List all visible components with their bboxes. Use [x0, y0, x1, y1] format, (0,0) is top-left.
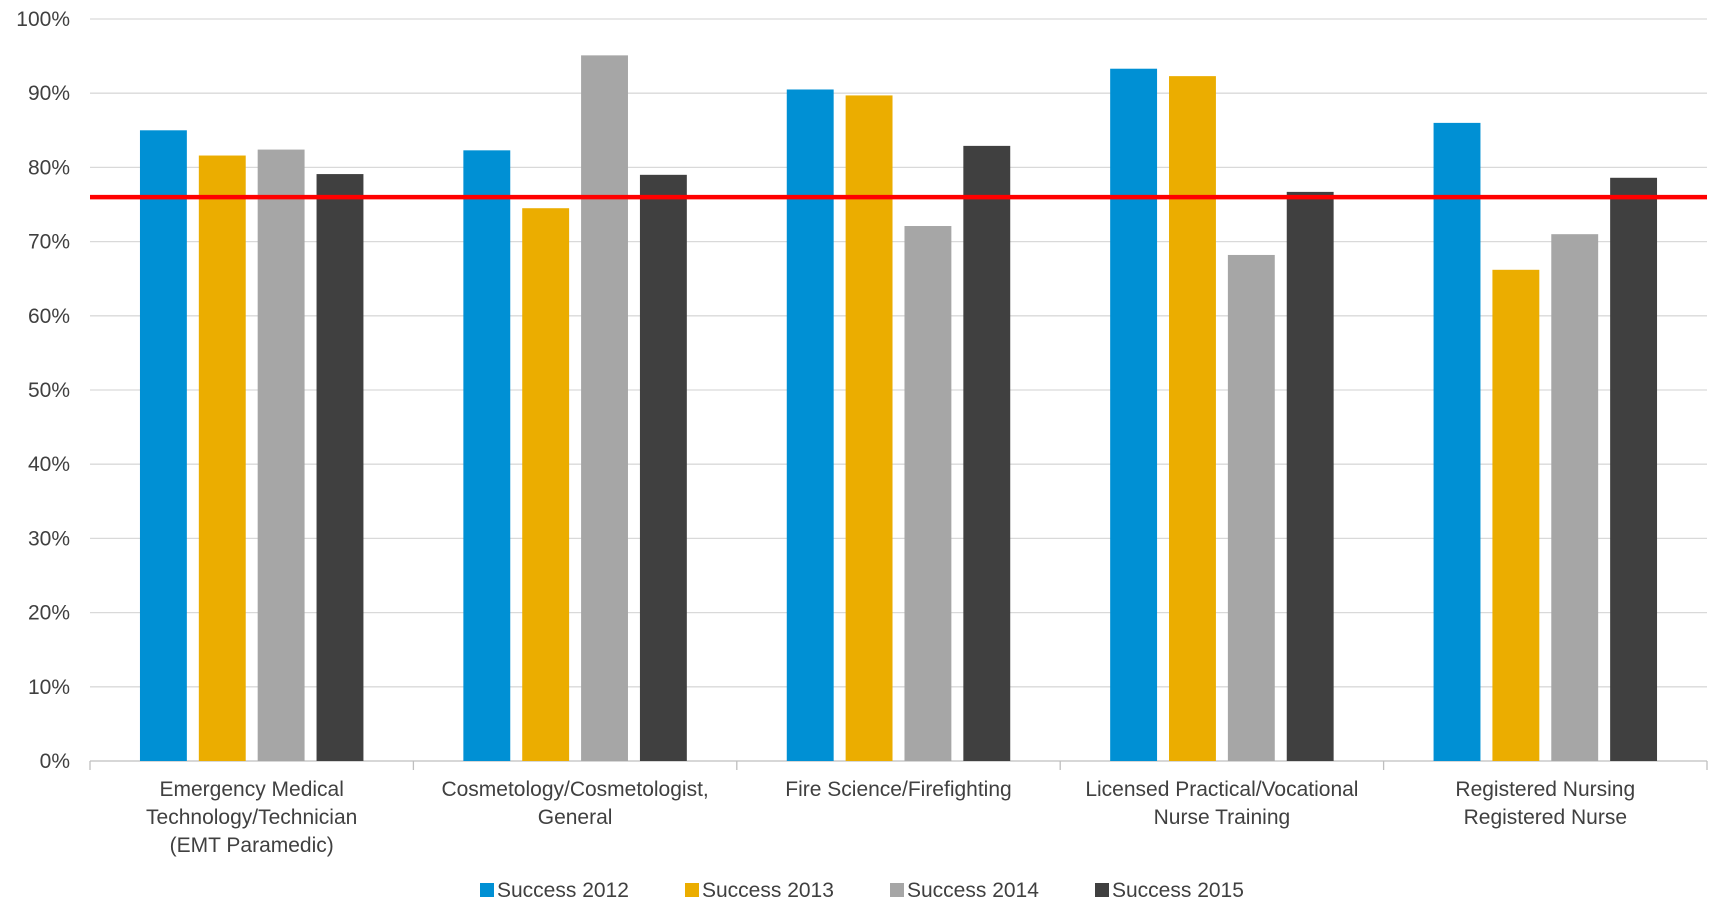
y-tick-label: 50%: [28, 379, 70, 402]
x-category-label: Cosmetology/Cosmetologist, General: [441, 778, 708, 829]
bar-success-2012: [463, 150, 511, 762]
legend-label: Success 2012: [497, 879, 629, 902]
x-category-label-line: Fire Science/Firefighting: [785, 778, 1011, 801]
bar-success-2015: [1610, 177, 1658, 762]
legend-swatch: [890, 883, 904, 897]
bar-success-2013: [1492, 269, 1540, 761]
legend-swatch: [1095, 883, 1109, 897]
x-category-label: Emergency Medical Technology/Technician (E…: [146, 778, 357, 857]
bar-success-2012: [139, 130, 187, 762]
legend-label: Success 2015: [1112, 879, 1244, 902]
bar-success-2012: [1110, 68, 1158, 762]
x-category-label: Licensed Practical/Vocational Nurse Train…: [1085, 778, 1358, 829]
bar-success-2014: [1227, 254, 1275, 761]
bar-success-2013: [522, 208, 570, 761]
bar-success-2013: [198, 155, 246, 761]
x-category-label: Registered Nursing Registered Nurse: [1455, 778, 1635, 829]
bar-success-2015: [1286, 191, 1334, 762]
y-axis: 0% 10% 20% 30% 40% 50% 60% 70% 80% 90% 100%: [16, 8, 70, 773]
y-tick-label: 0%: [40, 750, 70, 773]
bar-success-2014: [581, 55, 628, 761]
bar-success-2013: [1169, 76, 1216, 761]
y-tick-label: 90%: [28, 82, 70, 105]
bar-success-2014: [257, 149, 305, 762]
y-tick-label: 10%: [28, 676, 70, 699]
bar-success-2013: [845, 95, 893, 761]
x-category-label-line: Cosmetology/Cosmetologist,: [441, 778, 708, 801]
bar-success-2012: [786, 89, 834, 762]
y-tick-label: 100%: [16, 8, 70, 31]
y-tick-label: 30%: [28, 527, 70, 550]
bar-success-2015: [316, 174, 364, 761]
x-category-label-line: Registered Nursing: [1455, 778, 1635, 801]
x-category-label-line: Registered Nurse: [1464, 806, 1627, 829]
bar-success-2015: [963, 145, 1011, 761]
x-axis: Emergency Medical Technology/Technician (E…: [146, 778, 1635, 857]
y-tick-label: 80%: [28, 156, 70, 179]
x-category-label-line: Nurse Training: [1154, 806, 1291, 829]
bars: [139, 55, 1658, 762]
y-tick-label: 70%: [28, 231, 70, 254]
legend-swatch: [480, 883, 494, 897]
y-tick-label: 40%: [28, 453, 70, 476]
x-category-label-line: Emergency Medical: [159, 778, 343, 801]
y-tick-label: 60%: [28, 305, 70, 328]
x-category-label: Fire Science/Firefighting: [785, 778, 1011, 801]
x-category-label-line: Licensed Practical/Vocational: [1085, 778, 1358, 801]
bar-success-2012: [1433, 122, 1481, 761]
x-category-label-line: General: [538, 806, 613, 829]
y-tick-label: 20%: [28, 602, 70, 625]
bar-success-2014: [1551, 234, 1599, 761]
x-category-label-line: Technology/Technician: [146, 806, 357, 829]
x-category-label-line: (EMT Paramedic): [170, 834, 334, 857]
legend-label: Success 2014: [907, 879, 1039, 902]
legend-swatch: [685, 883, 699, 897]
bar-success-2014: [904, 226, 952, 761]
legend: Success 2012 Success 2013 Success 2014 Succ…: [480, 879, 1244, 902]
bar-success-2015: [639, 174, 687, 761]
legend-label: Success 2013: [702, 879, 834, 902]
